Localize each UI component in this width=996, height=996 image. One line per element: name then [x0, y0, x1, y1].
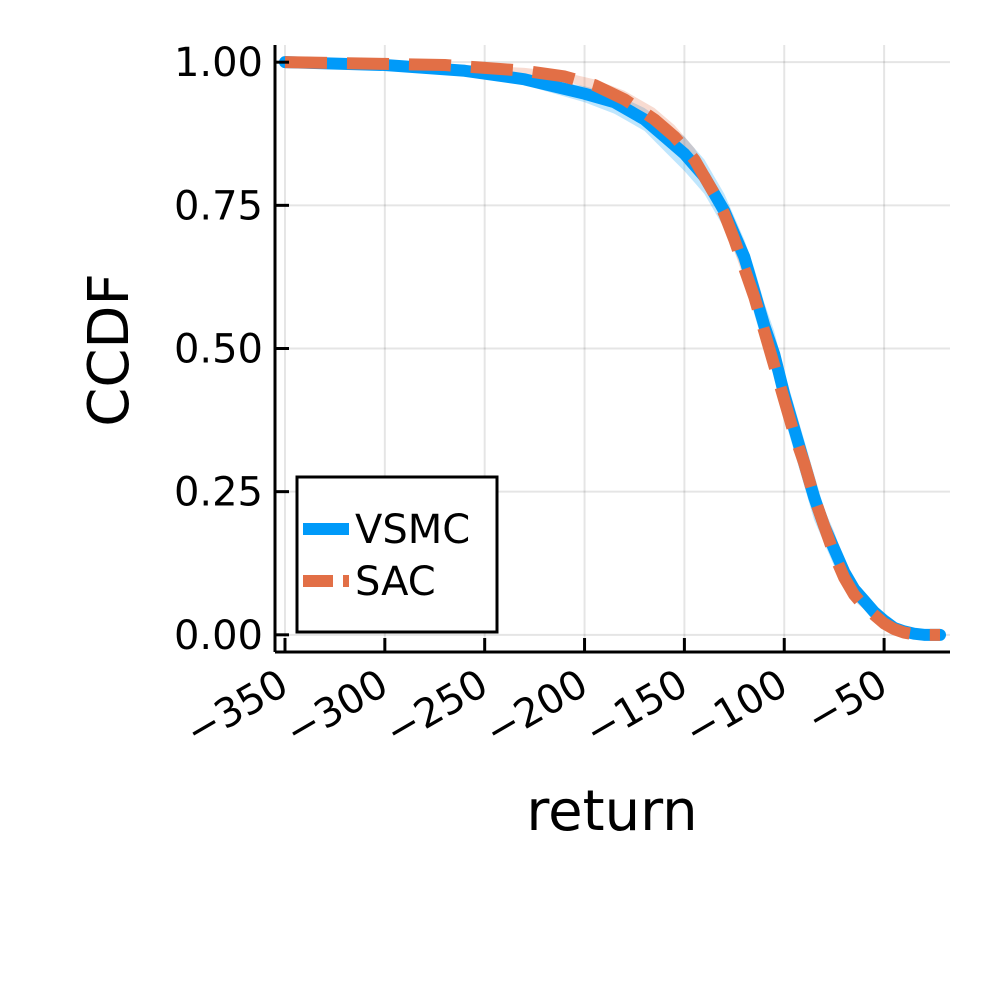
series-line-sac: [284, 56, 941, 641]
y-axis-title: CCDF: [77, 273, 142, 427]
y-tick-label: 0.50: [174, 327, 263, 373]
y-tick-label: 0.75: [174, 183, 263, 229]
y-tick-label: 1.00: [174, 40, 263, 86]
legend-label-sac: SAC: [355, 559, 436, 605]
x-tick-label: −150: [577, 661, 695, 756]
y-tick-label: 0.00: [174, 613, 263, 659]
x-tick-label: −350: [178, 661, 296, 756]
y-tick-label: 0.25: [174, 470, 263, 516]
legend-box: [295, 475, 499, 634]
x-tick-label: −100: [677, 661, 795, 756]
x-tick-label: −200: [477, 661, 595, 756]
x-tick-label: −250: [378, 661, 496, 756]
x-tick-label: −300: [278, 661, 396, 756]
legend: VSMC SAC: [295, 475, 499, 634]
series-lines: [278, 56, 947, 641]
axes: [273, 45, 950, 654]
legend-label-vsmc: VSMC: [355, 507, 470, 553]
x-tick-label: −50: [799, 661, 895, 743]
x-axis-title: return: [526, 779, 697, 844]
